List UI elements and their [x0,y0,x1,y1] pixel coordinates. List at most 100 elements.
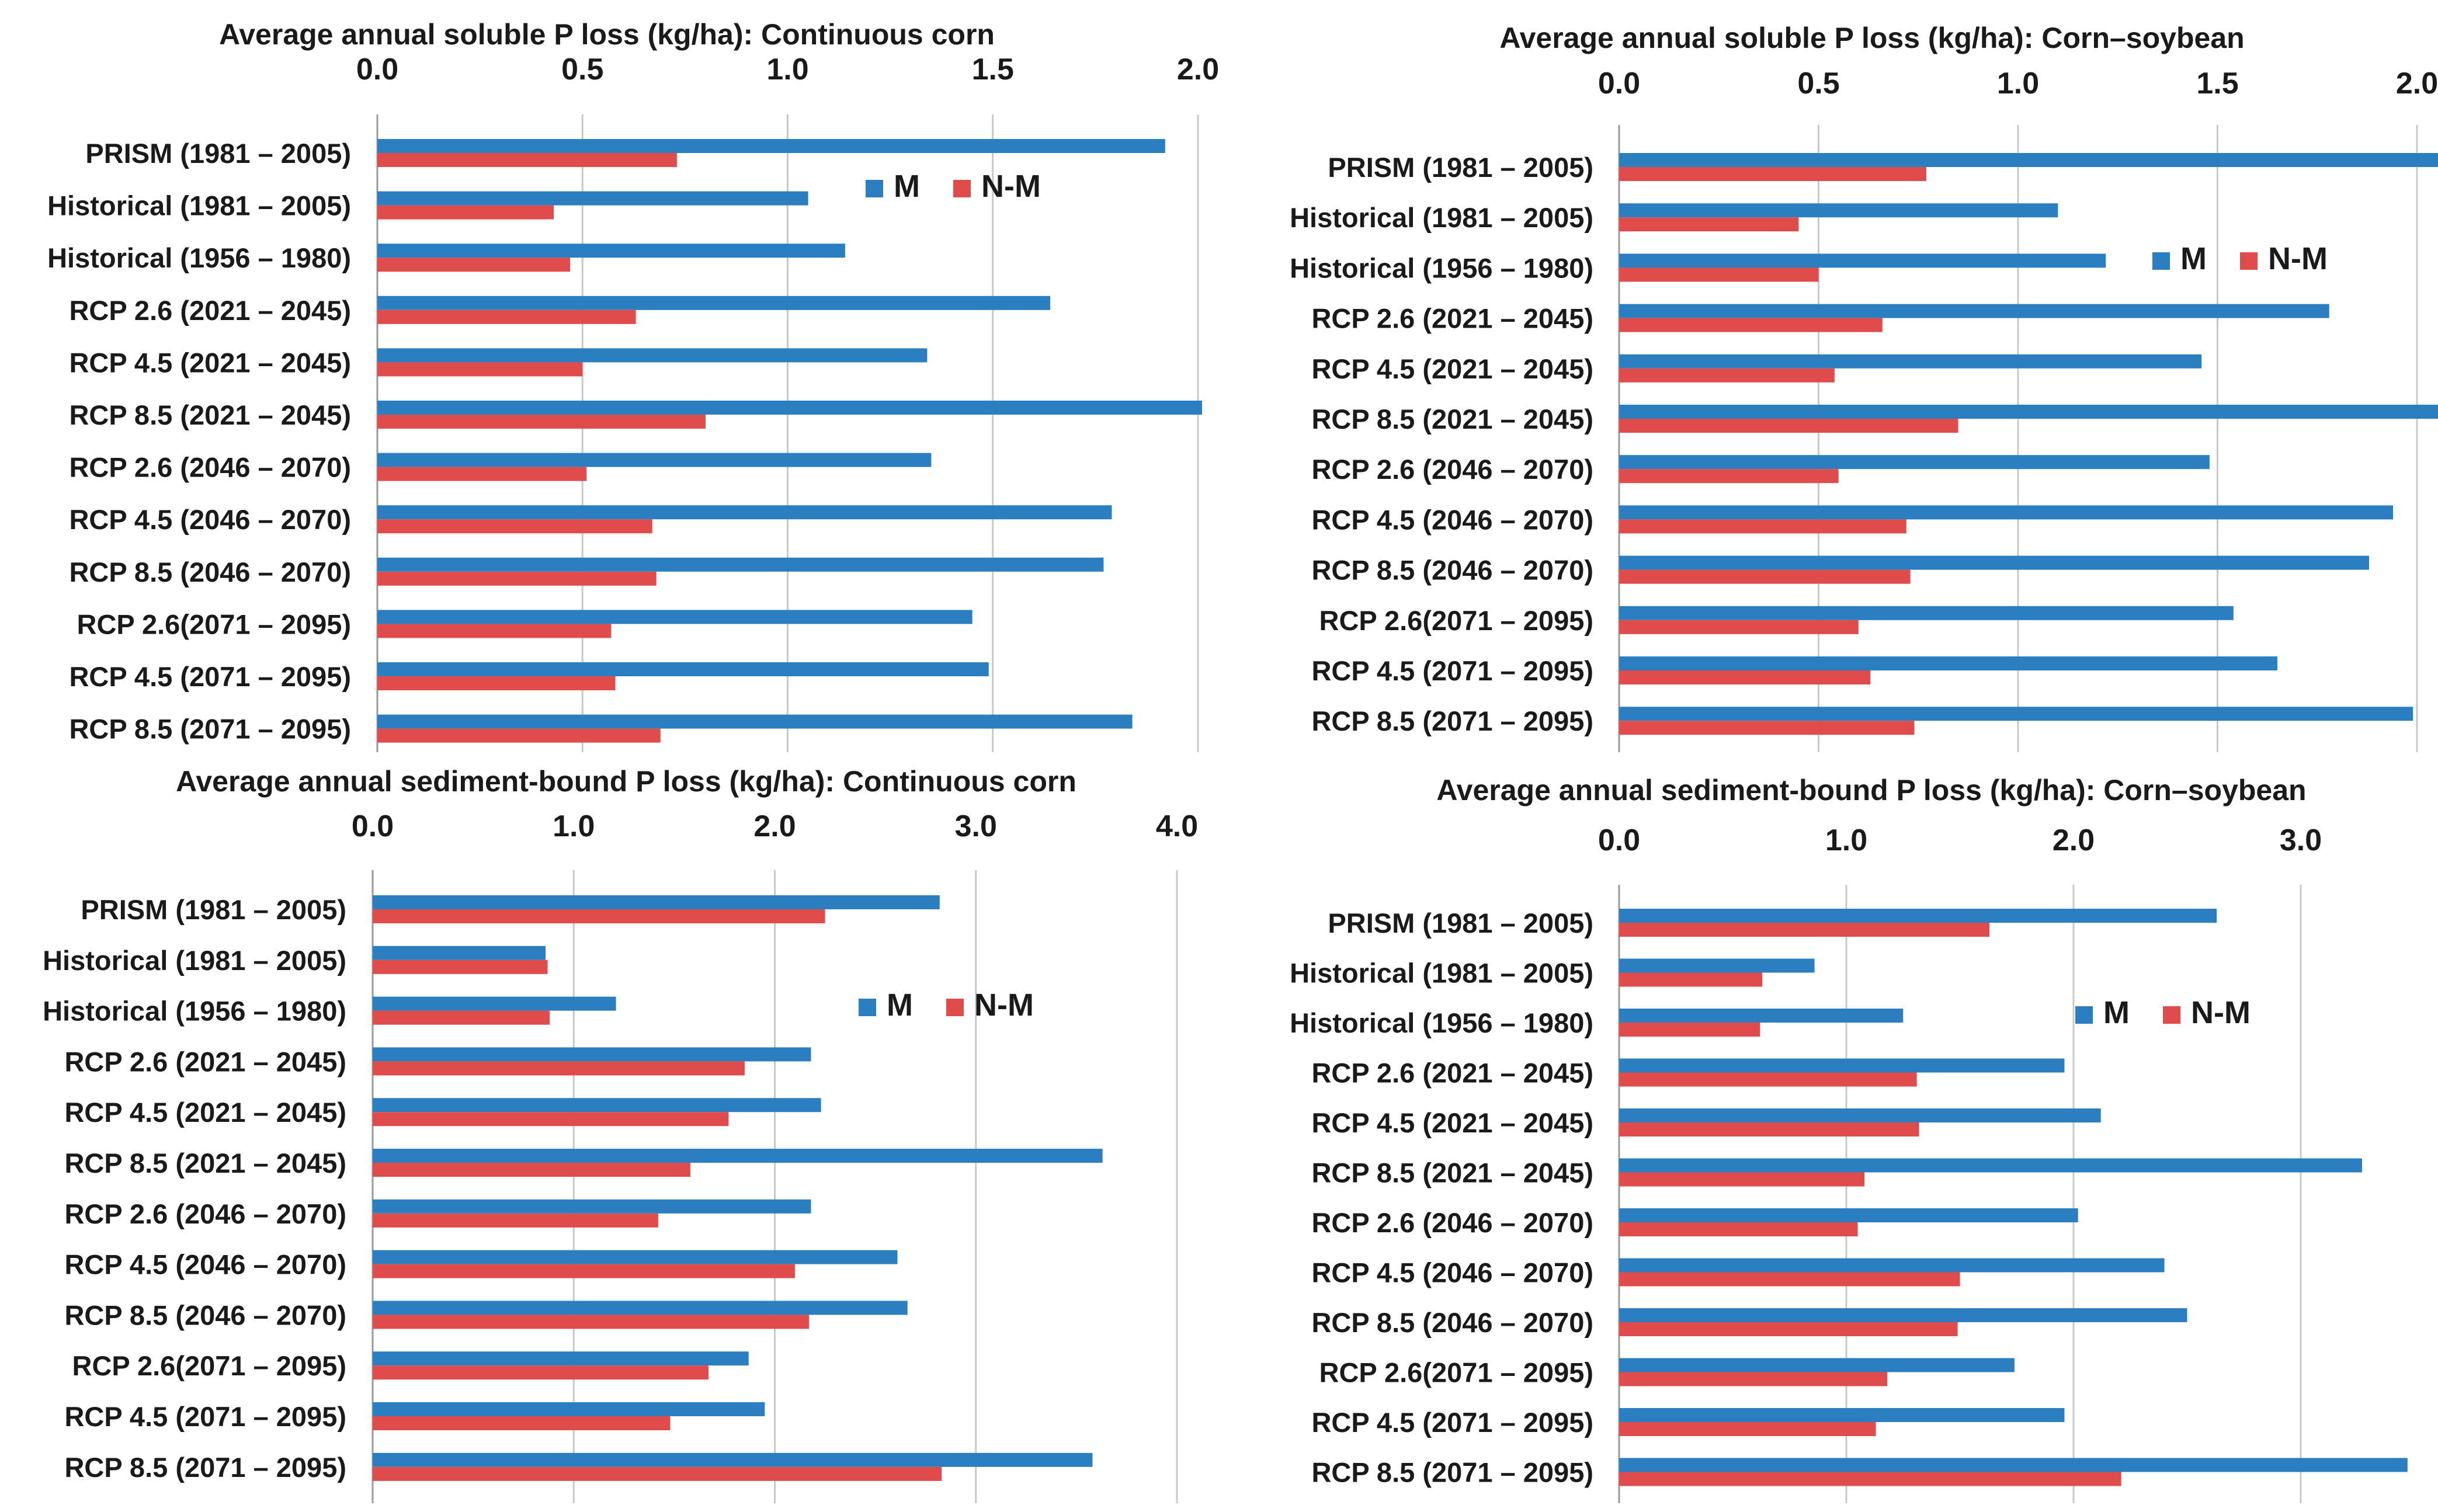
category-label: RCP 8.5 (2046 – 2070) [1311,555,1593,586]
bar-N-M [1619,1272,1960,1287]
bar-N-M [373,1416,671,1430]
bar-M [373,1402,765,1416]
bar-N-M [1619,1372,1888,1386]
bar-N-M [377,571,657,586]
bar-N-M [1619,167,1926,181]
legend-label-N-M: N-M [981,169,1041,204]
bar-N-M [373,1466,942,1481]
bar-M [373,1149,1103,1163]
x-tick-label: 2.0 [1177,53,1219,86]
bar-N-M [1619,318,1883,332]
bar-M [1619,153,2438,167]
x-tick-label: 2.0 [2396,67,2438,100]
bar-M [373,1047,811,1062]
bar-M [377,244,845,258]
x-tick-label: 1.0 [1825,823,1867,857]
legend-swatch-M [859,999,876,1016]
x-tick-label: 0.0 [1598,67,1640,100]
category-label: RCP 4.5 (2071 – 2095) [69,661,351,692]
legend-label-M: M [894,169,920,204]
category-label: RCP 8.5 (2046 – 2070) [64,1299,346,1330]
x-tick-label: 2.0 [753,809,796,843]
category-label: Historical (1981 – 2005) [1290,958,1593,989]
legend-label-N-M: N-M [2191,995,2251,1030]
bar-M [373,1250,898,1264]
category-label: RCP 4.5 (2021 – 2045) [1311,1107,1593,1138]
legend-swatch-N-M [946,999,964,1016]
bar-M [373,1301,908,1315]
category-label: Historical (1956 – 1980) [1290,252,1593,283]
bar-N-M [1619,267,1819,282]
category-label: RCP 4.5 (2046 – 2070) [1311,504,1593,535]
x-tick-label: 0.0 [352,809,394,843]
bar-M [373,996,616,1011]
legend-swatch-N-M [953,180,971,197]
bar-M [1619,1058,2065,1073]
bar-N-M [377,258,571,272]
legend: M N-M [2075,995,2251,1030]
bar-N-M [1619,1023,1760,1037]
bar-N-M [1619,1322,1958,1336]
bar-N-M [373,1061,745,1076]
category-label: PRISM (1981 – 2005) [85,138,351,169]
category-label: RCP 4.5 (2071 – 2095) [1311,655,1593,686]
bar-N-M [1619,721,1915,735]
category-label: RCP 8.5 (2021 – 2045) [1311,404,1593,435]
category-label: RCP 8.5 (2021 – 2045) [1311,1158,1593,1188]
bar-N-M [377,310,636,324]
chart-title: Average annual sediment-bound P loss (kg… [176,765,1076,798]
category-label: RCP 2.6 (2046 – 2070) [1311,1207,1593,1238]
bar-N-M [377,415,706,429]
bar-M [377,453,932,467]
x-tick-label: 2.0 [2052,823,2095,857]
bar-N-M [1619,419,1958,433]
bar-M [1619,203,2058,218]
category-label: Historical (1956 – 1980) [47,242,351,273]
bar-M [1619,1158,2363,1173]
bar-M [373,946,546,960]
category-label: RCP 4.5 (2046 – 2070) [69,504,351,535]
chart-title: Average annual soluble P loss (kg/ha): C… [1499,22,2244,54]
category-label: RCP 8.5 (2071 – 2095) [1311,705,1593,736]
category-label: RCP 4.5 (2046 – 2070) [1311,1257,1593,1288]
bar-M [373,895,940,909]
category-label: RCP 4.5 (2071 – 2095) [1311,1407,1593,1438]
bar-N-M [377,519,652,534]
bar-N-M [1619,923,1990,937]
bar-N-M [377,676,616,690]
x-tick-label: 0.5 [561,53,603,86]
bar-N-M [1619,1172,1865,1187]
bar-N-M [1619,620,1859,634]
bar-M [1619,909,2217,923]
category-label: RCP 2.6 (2021 – 2045) [64,1046,346,1077]
legend-swatch-M [2075,1006,2093,1024]
legend-label-M: M [887,988,913,1023]
bar-M [377,714,1133,729]
category-label: RCP 2.6(2071 – 2095) [72,1350,346,1381]
chart-panel-3: Average annual sediment-bound P loss (kg… [43,765,1198,1503]
legend-label-M: M [2180,241,2207,276]
category-label: PRISM (1981 – 2005) [1328,908,1593,939]
legend-swatch-M [866,180,883,197]
category-label: RCP 4.5 (2021 – 2045) [1311,353,1593,384]
category-label: RCP 8.5 (2046 – 2070) [1311,1307,1593,1338]
legend-swatch-N-M [2240,252,2258,270]
legend-label-N-M: N-M [2268,241,2328,276]
category-label: RCP 2.6(2071 – 2095) [1319,605,1593,636]
bar-N-M [373,1112,729,1127]
bar-N-M [377,728,661,743]
bar-M [1619,656,2277,670]
bar-M [1619,1108,2101,1122]
bar-M [377,401,1203,415]
chart-title: Average annual soluble P loss (kg/ha): C… [219,18,995,51]
bar-N-M [1619,1122,1919,1136]
category-label: RCP 4.5 (2021 – 2045) [64,1097,346,1128]
category-label: RCP 8.5 (2071 – 2095) [1311,1457,1593,1488]
bar-N-M [373,1163,690,1177]
category-label: Historical (1981 – 2005) [43,945,346,976]
category-label: RCP 8.5 (2021 – 2045) [64,1148,346,1179]
category-label: RCP 2.6 (2046 – 2070) [64,1198,346,1229]
bar-M [1619,958,1815,973]
bar-N-M [373,1213,658,1228]
category-label: RCP 2.6 (2021 – 2045) [1311,1058,1593,1089]
